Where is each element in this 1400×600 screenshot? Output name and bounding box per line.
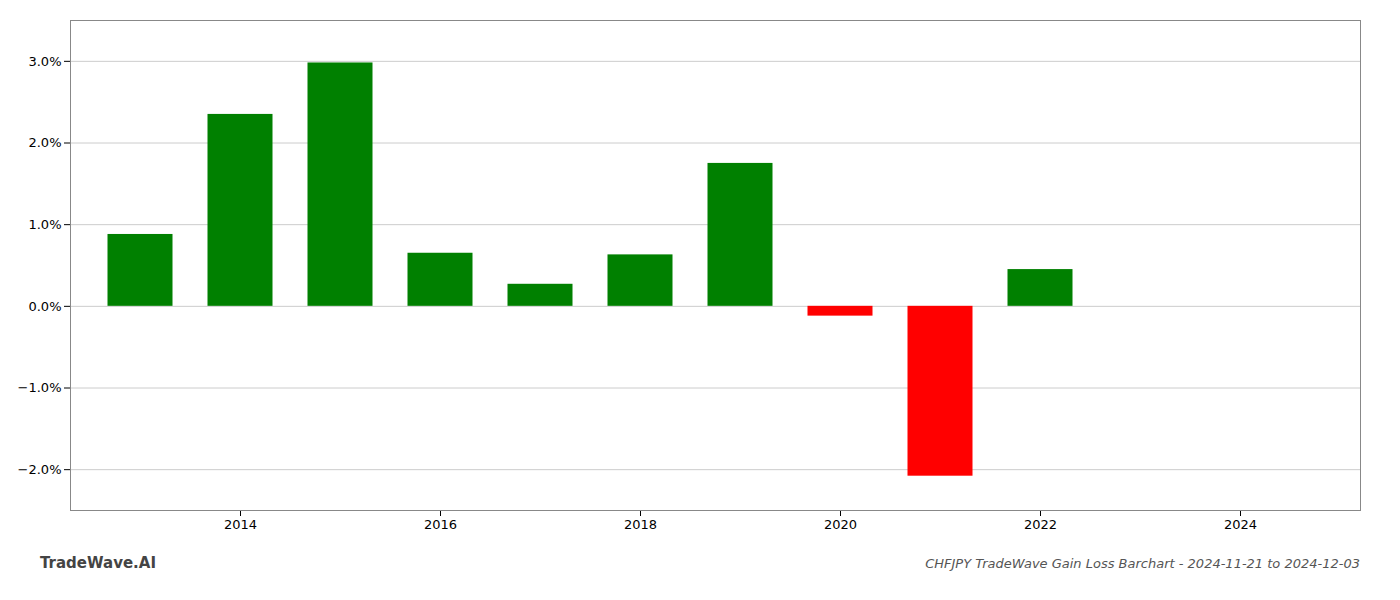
svg-text:2014: 2014 [224, 517, 257, 532]
html-text:CHFJPY TradeWave Gain Loss Bar: CHFJPY TradeWave Gain Loss Barchart - 20… [925, 555, 1360, 571]
svg-text:1.0%: 1.0% [28, 217, 61, 232]
svg-text:2022: 2022 [1024, 517, 1057, 532]
svg-text:2018: 2018 [624, 517, 657, 532]
svg-text:−1.0%: −1.0% [18, 380, 62, 395]
svg-text:2020: 2020 [824, 517, 857, 532]
svg-text:2.0%: 2.0% [28, 135, 61, 150]
svg-text:0.0%: 0.0% [28, 298, 61, 313]
html-text:TradeWave.AI: TradeWave.AI [40, 554, 156, 572]
svg-text:−2.0%: −2.0% [18, 462, 62, 477]
svg-text:2024: 2024 [1224, 517, 1257, 532]
svg-text:3.0%: 3.0% [28, 53, 61, 68]
svg-text:2016: 2016 [424, 517, 457, 532]
